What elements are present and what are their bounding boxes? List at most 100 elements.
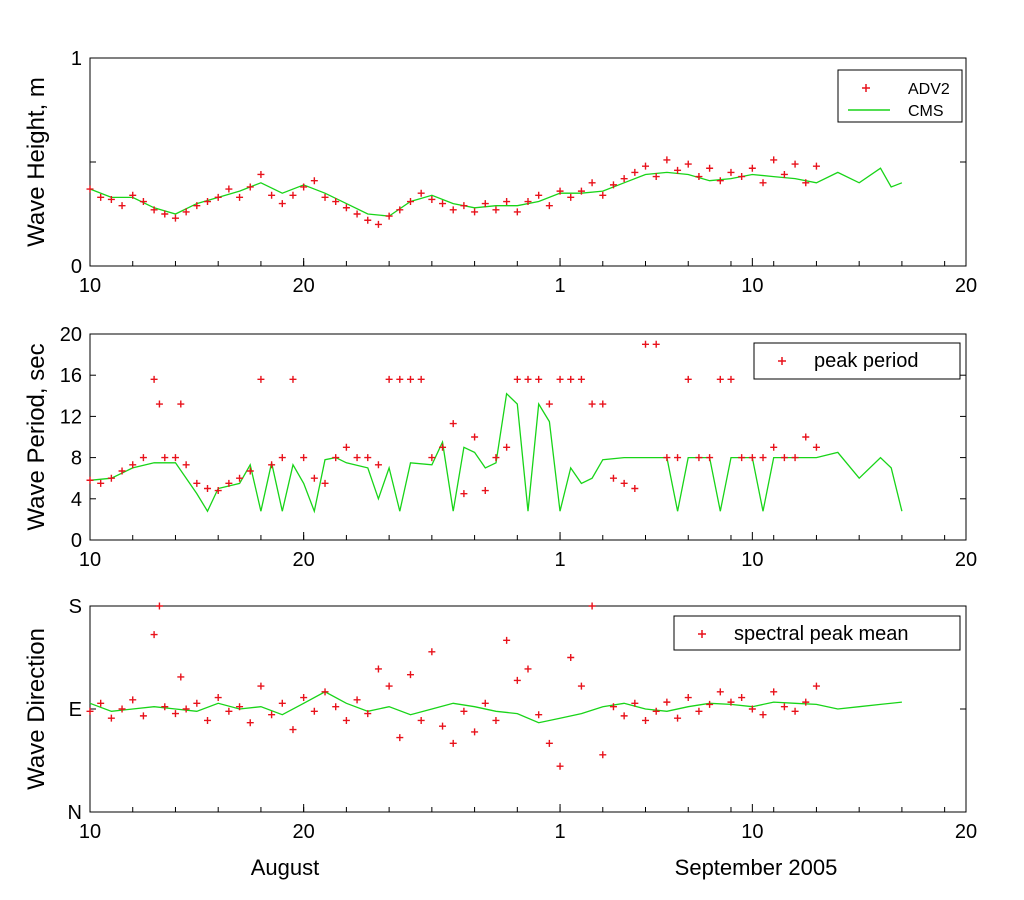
x-tick-label: 10 <box>79 275 101 297</box>
data-point <box>214 694 222 702</box>
data-point <box>727 698 735 706</box>
panel-3: N E S 10 20 1 10 20 Wave Direction spectral peak … <box>23 596 977 843</box>
data-point <box>321 193 329 201</box>
data-point <box>439 443 447 451</box>
x-tick-label: 1 <box>554 821 565 843</box>
data-point <box>417 189 425 197</box>
data-point <box>118 467 126 475</box>
data-point <box>332 454 340 462</box>
data-point <box>652 340 660 348</box>
data-point <box>556 375 564 383</box>
data-point <box>97 193 105 201</box>
data-point <box>588 400 596 408</box>
y-axis-label: Wave Direction <box>23 628 50 790</box>
data-point <box>492 716 500 724</box>
data-point <box>449 206 457 214</box>
data-point <box>310 177 318 185</box>
data-point <box>663 454 671 462</box>
data-point <box>406 375 414 383</box>
data-point <box>556 187 564 195</box>
panel-2: 0 4 8 12 16 20 10 20 1 10 20 Wave Period, sec peak p… <box>23 324 977 571</box>
data-point <box>449 420 457 428</box>
data-point <box>812 162 820 170</box>
data-point <box>812 682 820 690</box>
data-point <box>449 739 457 747</box>
data-point <box>620 479 628 487</box>
data-point <box>161 703 169 711</box>
x-tick-label: 1 <box>554 549 565 571</box>
data-point <box>684 694 692 702</box>
data-point <box>738 173 746 181</box>
data-point <box>364 454 372 462</box>
data-point <box>545 739 553 747</box>
data-point <box>150 206 158 214</box>
data-point <box>86 707 94 715</box>
y-tick-label: 16 <box>60 365 82 387</box>
legend-label: CMS <box>908 103 944 120</box>
data-point <box>364 216 372 224</box>
data-point <box>524 375 532 383</box>
data-point <box>513 208 521 216</box>
data-point <box>770 688 778 696</box>
data-point <box>567 654 575 661</box>
data-point <box>481 200 489 208</box>
data-point <box>759 454 767 462</box>
data-point <box>214 193 222 201</box>
data-point <box>727 168 735 176</box>
data-point <box>182 208 190 216</box>
data-point <box>150 375 158 383</box>
data-point <box>364 710 372 718</box>
data-point <box>545 400 553 408</box>
data-point <box>524 665 532 673</box>
data-point <box>706 164 714 172</box>
data-point <box>802 698 810 706</box>
data-point <box>171 454 179 462</box>
data-point <box>86 476 94 484</box>
data-point <box>716 177 724 185</box>
legend-box <box>837 69 963 123</box>
data-point <box>780 703 788 711</box>
data-point <box>609 181 617 189</box>
data-point <box>182 461 190 469</box>
data-point <box>257 682 265 690</box>
data-point <box>139 454 147 462</box>
data-point <box>107 714 115 722</box>
data-point <box>161 210 169 218</box>
data-point <box>396 734 404 742</box>
legend-label: ADV2 <box>908 81 950 98</box>
data-point <box>236 193 244 201</box>
data-point <box>802 179 810 187</box>
data-point <box>129 191 137 199</box>
data-point <box>716 375 724 383</box>
data-point <box>155 400 163 408</box>
data-point <box>535 711 543 719</box>
data-point <box>599 751 607 759</box>
data-point <box>310 474 318 482</box>
data-point <box>439 200 447 208</box>
legend-label: peak period <box>814 350 919 372</box>
data-point <box>492 454 500 462</box>
data-point <box>97 699 105 707</box>
data-point <box>171 214 179 222</box>
data-point <box>246 467 254 475</box>
data-point <box>417 716 425 724</box>
data-point <box>236 474 244 482</box>
data-point <box>193 202 201 210</box>
data-point <box>385 212 393 220</box>
data-point <box>716 688 724 696</box>
data-point <box>748 454 756 462</box>
legend: ADV2 CMS <box>837 69 963 123</box>
data-point <box>107 474 115 482</box>
data-point <box>353 210 361 218</box>
data-point <box>642 340 650 348</box>
data-point <box>150 631 158 639</box>
data-point <box>177 673 185 681</box>
data-point <box>374 461 382 469</box>
data-point <box>695 454 703 462</box>
data-point <box>684 160 692 168</box>
x-tick-label: 20 <box>293 275 315 297</box>
data-point <box>663 156 671 164</box>
data-point <box>674 166 682 174</box>
data-point <box>791 707 799 715</box>
data-point <box>695 707 703 715</box>
